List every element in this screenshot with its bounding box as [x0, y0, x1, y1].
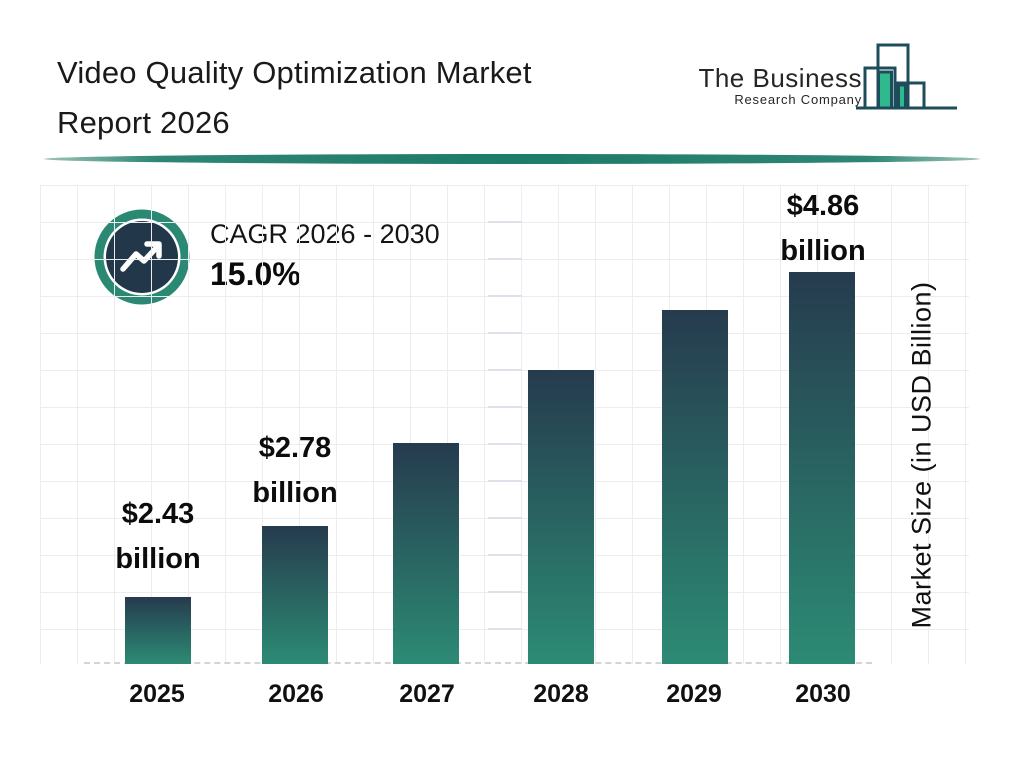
value-label-2030-amount: $4.86 — [786, 190, 860, 222]
value-label-2026: $2.78 billion — [210, 426, 380, 516]
page-title: Video Quality Optimization Market Report… — [57, 48, 697, 148]
value-label-2025-amount: $2.43 — [121, 498, 195, 530]
value-label-2026-unit: billion — [252, 477, 338, 509]
x-tick-2029: 2029 — [666, 680, 722, 708]
value-label-2025: $2.43 billion — [73, 492, 243, 582]
value-label-2025-unit: billion — [115, 543, 201, 575]
x-tick-2027: 2027 — [399, 680, 455, 708]
x-tick-2026: 2026 — [268, 680, 324, 708]
x-axis-baseline — [84, 662, 872, 664]
x-tick-2028: 2028 — [533, 680, 589, 708]
page-title-line2: Report 2026 — [57, 105, 230, 140]
x-tick-2025: 2025 — [129, 680, 185, 708]
value-label-2030-unit: billion — [780, 235, 866, 267]
bar-2025 — [125, 597, 191, 664]
bar-2026 — [262, 526, 328, 664]
logo-skyline-icon — [856, 43, 957, 110]
bar-2027 — [393, 443, 459, 664]
y-axis-tick-column — [488, 221, 522, 641]
title-separator — [44, 154, 980, 164]
x-tick-2030: 2030 — [795, 680, 851, 708]
y-axis-title: Market Size (in USD Billion) — [906, 281, 937, 629]
value-label-2026-amount: $2.78 — [258, 432, 332, 464]
value-label-2030: $4.86 billion — [738, 184, 908, 274]
bar-2029 — [662, 310, 728, 664]
logo-name: The Business — [698, 63, 862, 93]
logo-subname: Research Company — [734, 92, 862, 107]
page-title-line1: Video Quality Optimization Market — [57, 55, 532, 90]
company-logo-text: The Business Research Company — [698, 64, 862, 107]
bar-2028 — [528, 370, 594, 664]
bar-2030 — [789, 272, 855, 664]
